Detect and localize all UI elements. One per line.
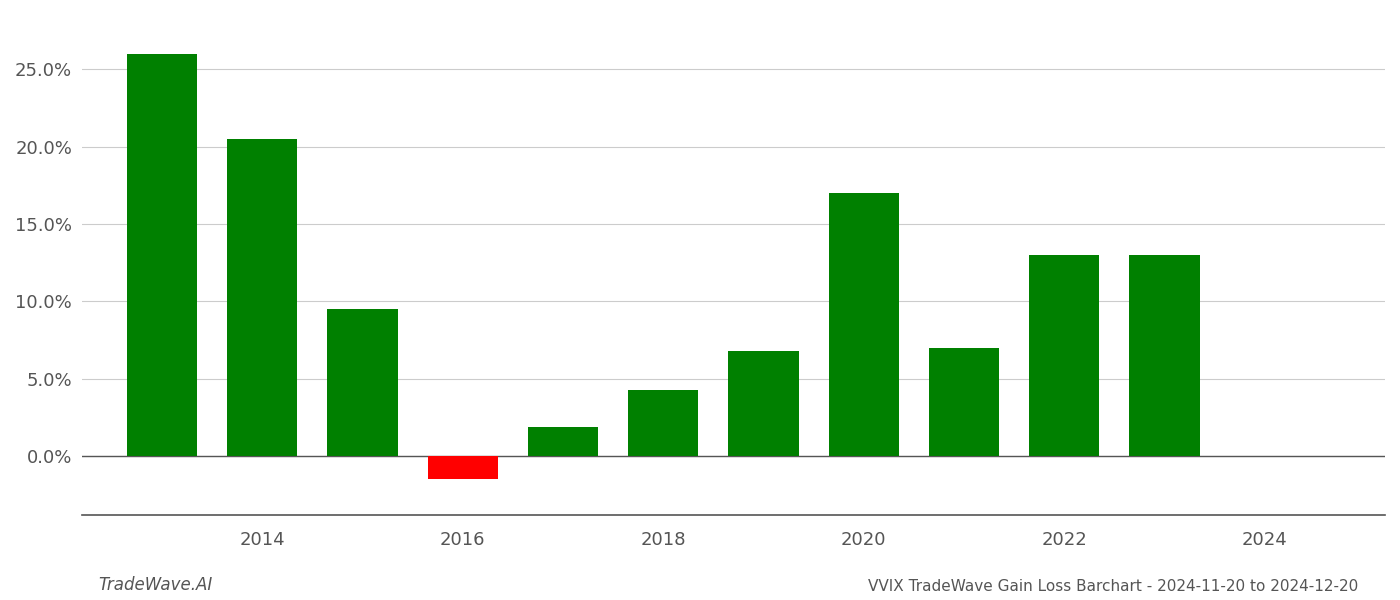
Bar [127,54,197,456]
Bar [1029,255,1099,456]
Bar [427,456,498,479]
Bar [728,351,798,456]
Bar [528,427,598,456]
Text: VVIX TradeWave Gain Loss Barchart - 2024-11-20 to 2024-12-20: VVIX TradeWave Gain Loss Barchart - 2024… [868,579,1358,594]
Bar [1130,255,1200,456]
Bar [328,309,398,456]
Bar [829,193,899,456]
Bar [928,348,1000,456]
Text: TradeWave.AI: TradeWave.AI [98,576,213,594]
Bar [227,139,297,456]
Bar [629,389,699,456]
